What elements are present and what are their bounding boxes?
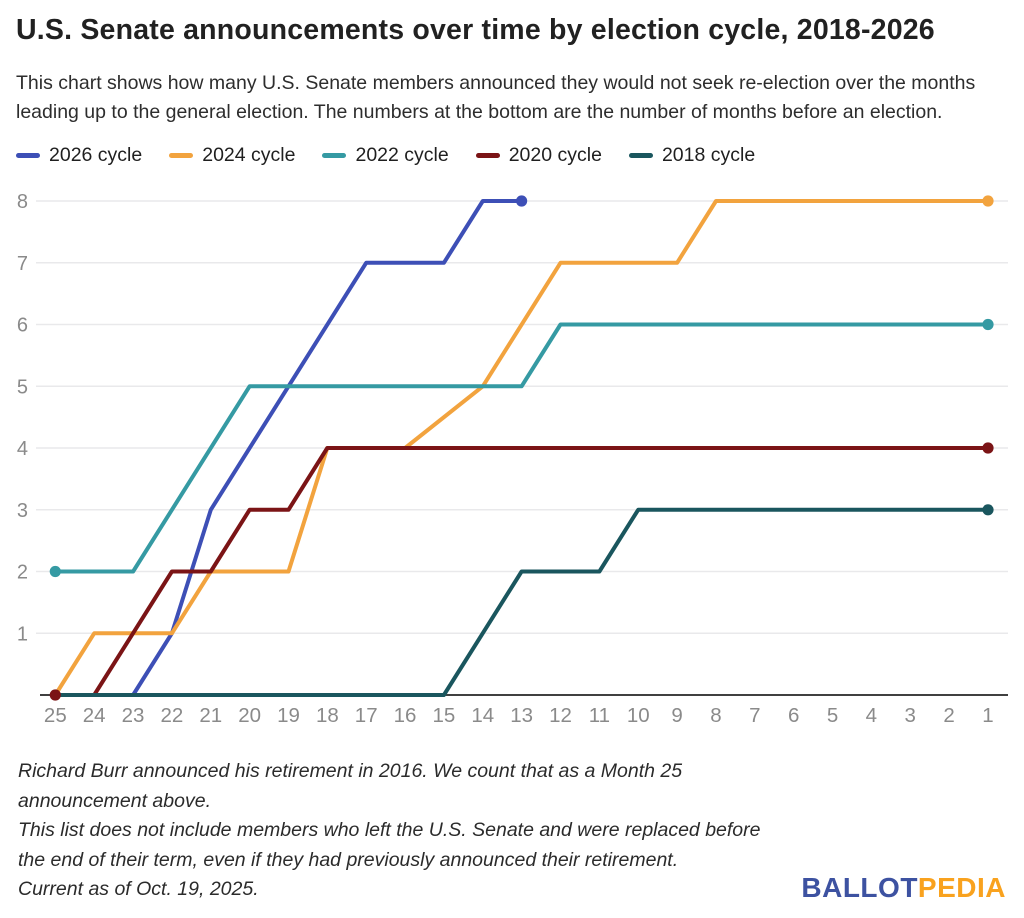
legend-label: 2018 cycle [661, 144, 756, 166]
chart-subtitle: This chart shows how many U.S. Senate me… [16, 72, 976, 123]
legend-swatch [475, 153, 500, 158]
x-tick-label: 15 [433, 704, 456, 727]
x-tick-label: 14 [471, 704, 494, 727]
logo-ballot: BALLOT [801, 872, 918, 903]
y-tick-label: 4 [17, 438, 28, 460]
x-tick-label: 7 [749, 704, 760, 727]
series-marker-2020-cycle [49, 689, 61, 701]
footnote-line: the end of their term, even if they had … [18, 848, 679, 871]
x-tick-label: 9 [671, 704, 682, 727]
y-tick-label: 7 [17, 253, 28, 275]
current-as-of: Current as of Oct. 19, 2025. [18, 878, 259, 900]
series-line-2022-cycle [55, 322, 988, 574]
logo-pedia: PEDIA [917, 872, 1006, 903]
series-marker-2022-cycle [49, 565, 61, 578]
y-tick-label: 3 [17, 500, 28, 522]
footnote-line: Richard Burr announced his retirement in… [18, 760, 683, 782]
line-chart: 1 2 3 4 5 6 7 8 25 24 23 22 21 20 19 18 17 16 15 14 13 12 11 10… [0, 175, 1024, 745]
legend-label: 2024 cycle [202, 144, 296, 166]
x-tick-label: 6 [788, 704, 799, 727]
y-tick-label: 6 [17, 315, 28, 337]
x-tick-label: 4 [866, 704, 877, 727]
ballotpedia-logo: BALLOTPEDIA [801, 872, 1006, 904]
legend: 2026 cycle 2024 cycle 2022 cycle 2020 cycle… [16, 144, 755, 167]
legend-item: 2024 cycle [169, 144, 295, 167]
legend-item: 2026 cycle [16, 144, 142, 167]
x-tick-label: 2 [943, 704, 954, 727]
legend-item: 2020 cycle [475, 144, 602, 167]
series-marker-2026-cycle [516, 195, 528, 207]
chart-title: U.S. Senate announcements over time by e… [16, 14, 935, 46]
legend-item: 2018 cycle [628, 144, 756, 167]
x-tick-label: 11 [589, 704, 610, 727]
legend-swatch [322, 153, 347, 158]
y-tick-label: 1 [17, 623, 28, 645]
x-tick-label: 22 [161, 704, 184, 727]
series-marker-2018-cycle [982, 504, 994, 516]
legend-item: 2022 cycle [322, 144, 449, 167]
footnote-line: announcement above. [18, 789, 211, 812]
x-tick-label: 3 [905, 704, 916, 727]
x-tick-label: 5 [827, 704, 838, 727]
x-tick-label: 21 [199, 704, 222, 727]
x-tick-label: 23 [122, 704, 145, 727]
legend-label: 2020 cycle [508, 144, 602, 166]
legend-label: 2022 cycle [355, 144, 449, 166]
series-line-2018-cycle [55, 507, 988, 697]
y-tick-label: 2 [17, 562, 28, 584]
footnote-line: This list does not include members who l… [18, 819, 761, 841]
x-tick-label: 24 [83, 704, 106, 727]
legend-swatch [628, 153, 653, 158]
x-tick-label: 13 [510, 704, 533, 727]
x-tick-label: 8 [710, 704, 721, 727]
x-tick-label: 20 [238, 704, 261, 727]
series-marker-2020-cycle [982, 442, 994, 454]
x-tick-label: 16 [394, 704, 417, 727]
x-tick-label: 1 [982, 704, 993, 727]
x-tick-label: 25 [44, 704, 67, 727]
y-tick-label: 5 [17, 376, 28, 398]
x-tick-label: 10 [627, 704, 650, 727]
y-tick-label: 8 [17, 191, 28, 213]
x-tick-label: 12 [549, 704, 572, 727]
x-tick-label: 18 [316, 704, 339, 727]
series-marker-2022-cycle [982, 318, 994, 331]
legend-swatch [169, 153, 194, 158]
x-tick-label: 19 [277, 704, 300, 727]
legend-label: 2026 cycle [49, 144, 143, 166]
footnotes: Richard Burr announced his retirement in… [18, 757, 868, 875]
series-line-2020-cycle [55, 446, 988, 697]
legend-swatch [16, 153, 40, 158]
series-marker-2024-cycle [982, 195, 994, 207]
x-tick-label: 17 [355, 704, 378, 727]
